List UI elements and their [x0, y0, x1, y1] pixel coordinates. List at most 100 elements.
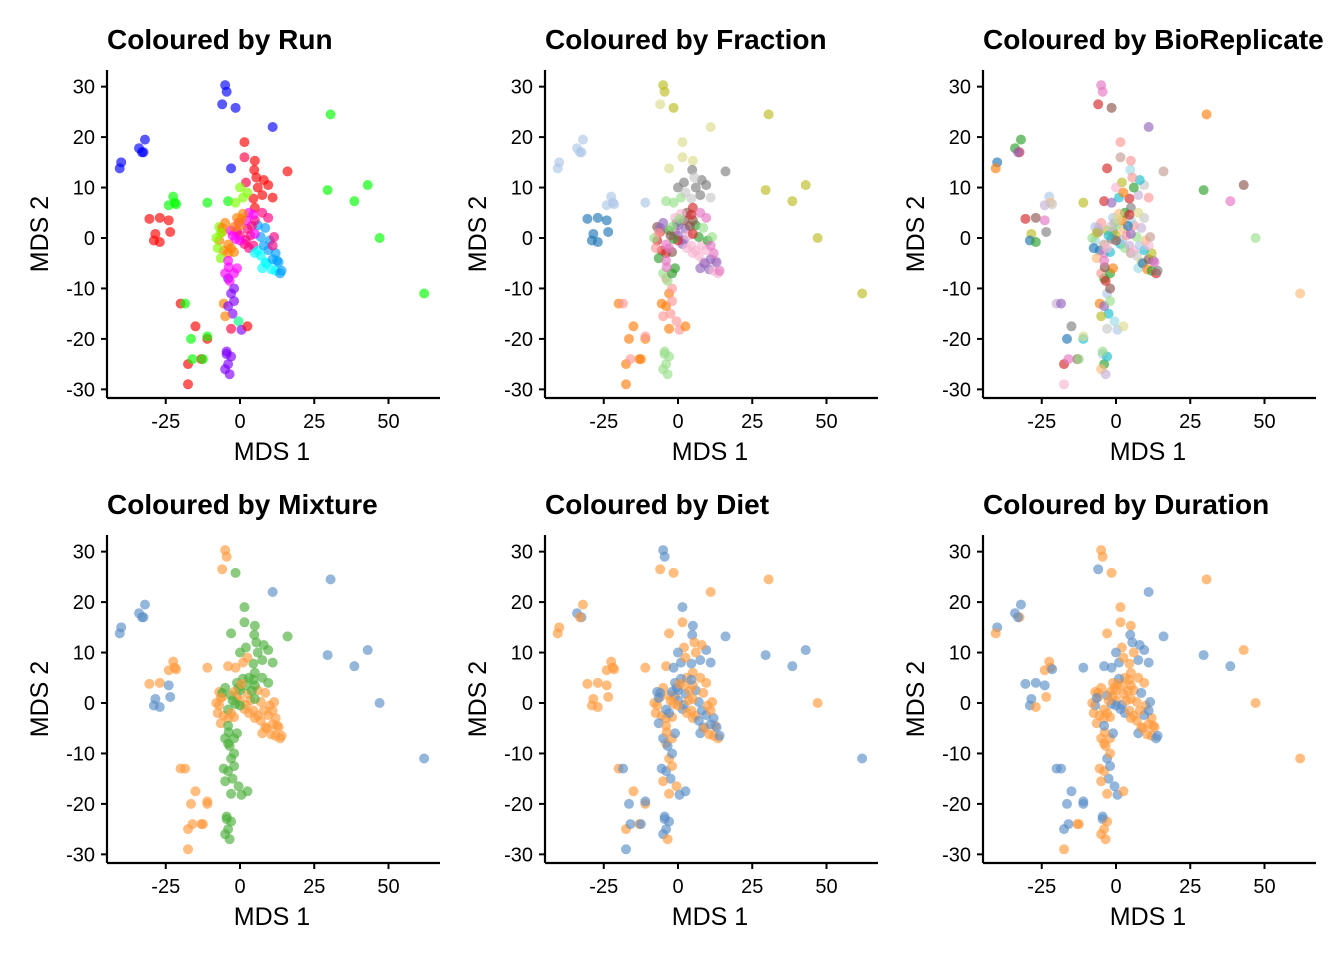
data-point	[601, 680, 612, 691]
data-point	[1198, 650, 1209, 661]
data-point	[1145, 231, 1156, 242]
data-point	[1020, 678, 1031, 689]
y-tick-label: 20	[949, 592, 971, 614]
panel-title: Coloured by Mixture	[107, 489, 378, 520]
data-point	[705, 240, 716, 251]
data-point	[1112, 678, 1123, 689]
x-tick-label: -25	[151, 411, 180, 433]
data-point	[812, 698, 823, 708]
data-point	[1106, 197, 1117, 208]
y-tick-label: 10	[511, 643, 533, 665]
data-point	[990, 628, 1001, 639]
data-point	[1145, 696, 1156, 707]
data-point	[592, 237, 603, 248]
data-point	[220, 311, 231, 322]
data-point	[239, 152, 250, 163]
data-point	[190, 321, 201, 332]
data-point	[144, 678, 155, 689]
points	[990, 80, 1306, 390]
x-tick-label: -25	[1027, 411, 1056, 433]
data-point	[136, 612, 147, 623]
data-point	[653, 692, 664, 703]
y-tick-label: 30	[949, 542, 971, 564]
data-point	[223, 720, 234, 731]
data-point	[603, 226, 614, 237]
x-tick-label: 0	[234, 411, 245, 433]
x-tick-label: 0	[234, 876, 245, 898]
data-point	[226, 323, 237, 334]
data-point	[221, 86, 232, 97]
data-point	[662, 369, 673, 380]
data-point	[1143, 192, 1154, 203]
data-point	[618, 763, 629, 774]
data-point	[857, 753, 868, 764]
y-axis-title: MDS 2	[464, 196, 492, 272]
y-tick-label: -20	[942, 794, 971, 816]
data-point	[990, 163, 1001, 174]
data-point	[163, 665, 174, 676]
x-axis-title: MDS 1	[672, 903, 748, 931]
data-point	[1073, 819, 1084, 830]
points	[552, 80, 868, 390]
data-point	[269, 696, 280, 707]
data-point	[419, 288, 430, 299]
data-point	[677, 602, 688, 613]
data-point	[1030, 677, 1041, 688]
data-point	[217, 564, 228, 575]
data-point	[714, 265, 725, 276]
data-point	[362, 645, 373, 656]
data-point	[1105, 296, 1116, 307]
panel-4: Coloured by Mixture -25 0 25 50 30 20 10 0 -10 -20…	[26, 489, 440, 931]
y-tick-label: -10	[66, 743, 95, 765]
data-point	[687, 693, 698, 704]
data-point	[260, 687, 271, 698]
data-point	[623, 798, 634, 809]
data-point	[235, 647, 245, 658]
data-point	[720, 631, 731, 642]
data-point	[1056, 298, 1067, 309]
data-point	[154, 237, 165, 248]
data-point	[698, 222, 709, 233]
panel-1: Coloured by Run -25 0 25 50 30 20 10 0 -10 -20 -30 M…	[26, 24, 440, 466]
data-point	[680, 652, 691, 663]
y-tick-label: 30	[73, 542, 95, 564]
data-point	[273, 722, 284, 733]
data-point	[592, 677, 603, 688]
y-tick-label: -20	[504, 794, 533, 816]
data-point	[267, 240, 278, 251]
data-point	[1059, 844, 1070, 855]
data-point	[664, 708, 675, 719]
data-point	[667, 761, 678, 772]
data-point	[695, 190, 706, 201]
data-point	[1124, 209, 1135, 220]
data-point	[1102, 163, 1113, 174]
x-tick-label: 50	[377, 876, 399, 898]
data-point	[183, 379, 194, 390]
data-point	[226, 243, 237, 254]
data-point	[763, 109, 774, 120]
data-point	[618, 298, 629, 309]
data-point	[229, 686, 240, 697]
data-point	[552, 628, 563, 639]
panel-title: Coloured by Fraction	[545, 24, 827, 55]
y-tick-label: 0	[960, 693, 971, 715]
data-point	[677, 617, 688, 628]
data-point	[1030, 237, 1041, 248]
data-point	[202, 197, 213, 208]
data-point	[650, 708, 661, 719]
data-point	[668, 567, 679, 578]
data-point	[800, 180, 811, 191]
data-point	[180, 763, 191, 774]
data-point	[1063, 354, 1074, 365]
panel-3: Coloured by BioReplicate -25 0 25 50 30 20 10 0 -…	[902, 24, 1324, 466]
data-point	[1105, 283, 1116, 294]
data-point	[1136, 222, 1147, 233]
x-axis-title: MDS 1	[1110, 438, 1186, 466]
data-point	[1238, 180, 1249, 191]
data-point	[221, 346, 232, 357]
data-point	[212, 708, 223, 719]
data-point	[1097, 551, 1108, 562]
data-point	[686, 209, 697, 220]
data-point	[197, 819, 208, 830]
data-point	[165, 226, 176, 237]
